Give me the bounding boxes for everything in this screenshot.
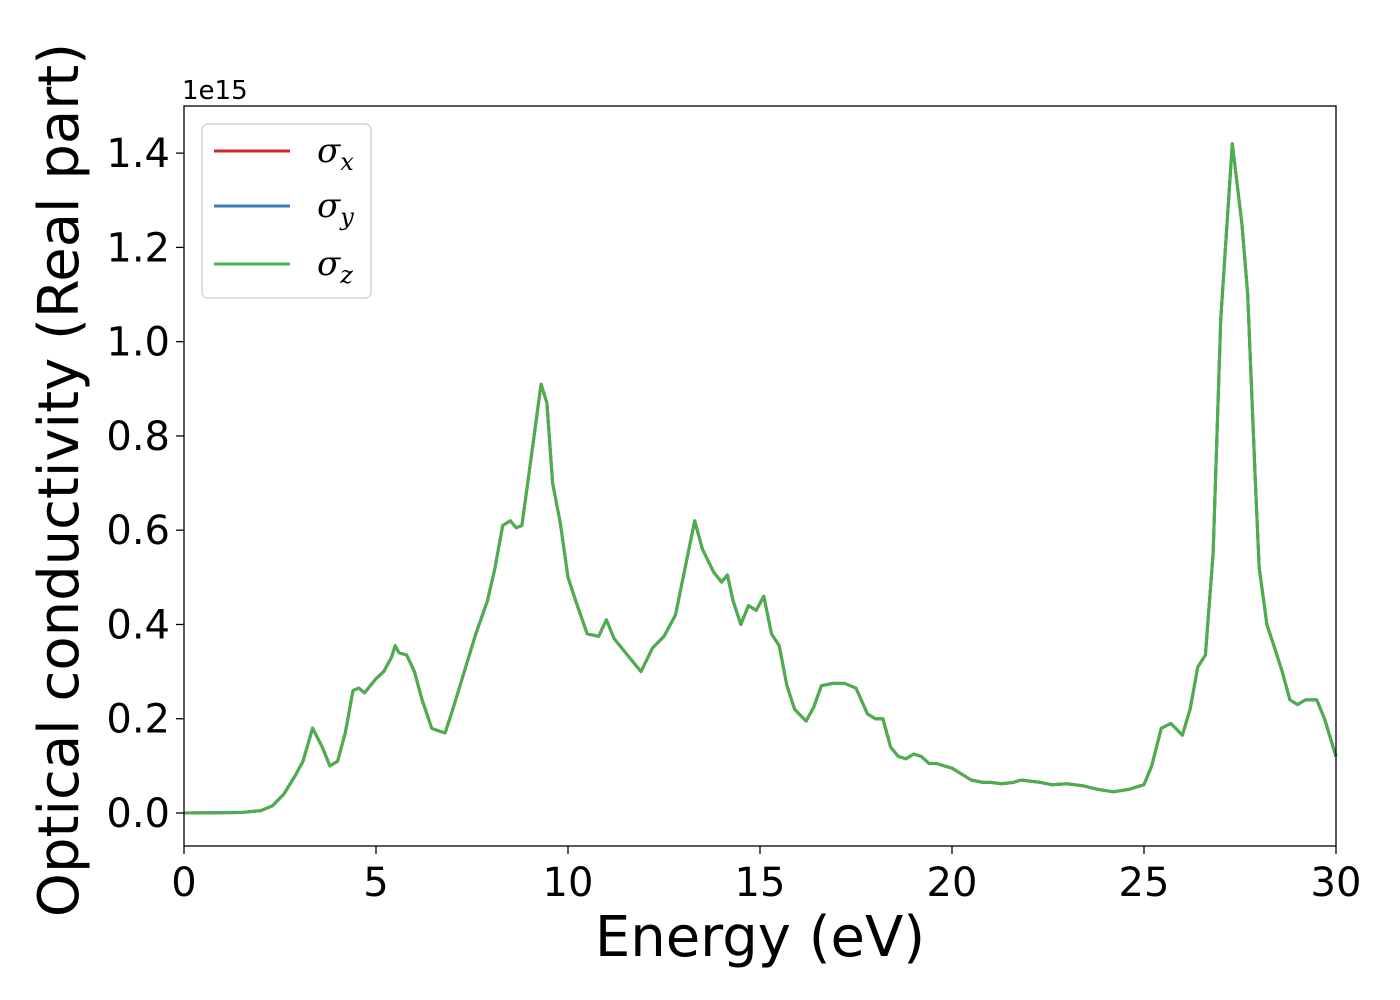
legend-entry-sigma-y: σy (214, 186, 354, 231)
x-tick-label: 20 (927, 860, 978, 906)
legend-label-sigma-x: σx (317, 131, 354, 176)
legend: σx σy σz (201, 123, 372, 299)
series-layer (183, 142, 1338, 815)
legend-label-sigma-y: σy (317, 186, 354, 231)
y-tick-label: 0.2 (106, 697, 170, 743)
legend-symbol-sigma-x: σ (317, 131, 341, 171)
plot-background (184, 106, 1336, 846)
x-tick-label: 0 (171, 860, 196, 906)
legend-subscript-sigma-y: y (339, 203, 354, 231)
x-tick-label: 30 (1311, 860, 1362, 906)
x-axis-ticks: 0 5 10 15 20 25 30 (171, 846, 1361, 906)
y-tick-label: 1.2 (106, 225, 170, 271)
y-tick-label: 0.4 (106, 602, 170, 648)
legend-entry-sigma-x: σx (214, 131, 354, 176)
legend-subscript-sigma-z: z (339, 261, 353, 289)
x-tick-label: 25 (1119, 860, 1170, 906)
y-axis-ticks: 0.0 0.2 0.4 0.6 0.8 1.0 1.2 1.4 (106, 131, 184, 837)
y-axis-title: Optical conductivity (Real part) (27, 43, 92, 917)
legend-entry-sigma-z: σz (214, 244, 353, 289)
y-offset-label: 1e15 (182, 76, 248, 106)
legend-box (201, 123, 372, 299)
legend-symbol-sigma-z: σ (317, 244, 341, 284)
y-tick-label: 0.0 (106, 791, 170, 837)
y-tick-label: 0.6 (106, 508, 170, 554)
x-tick-label: 5 (363, 860, 388, 906)
y-tick-label: 1.0 (106, 320, 170, 366)
x-tick-label: 10 (543, 860, 594, 906)
y-tick-label: 0.8 (106, 414, 170, 460)
legend-symbol-sigma-y: σ (317, 186, 341, 226)
series-line-sigma-z (183, 142, 1338, 815)
y-tick-label: 1.4 (106, 131, 170, 177)
legend-label-sigma-z: σz (317, 244, 353, 289)
legend-subscript-sigma-x: x (340, 148, 354, 176)
x-tick-label: 15 (735, 860, 786, 906)
x-axis-title: Energy (eV) (595, 905, 925, 970)
